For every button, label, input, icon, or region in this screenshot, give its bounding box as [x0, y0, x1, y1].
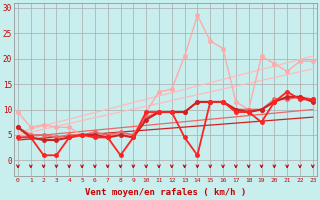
X-axis label: Vent moyen/en rafales ( km/h ): Vent moyen/en rafales ( km/h )	[85, 188, 246, 197]
